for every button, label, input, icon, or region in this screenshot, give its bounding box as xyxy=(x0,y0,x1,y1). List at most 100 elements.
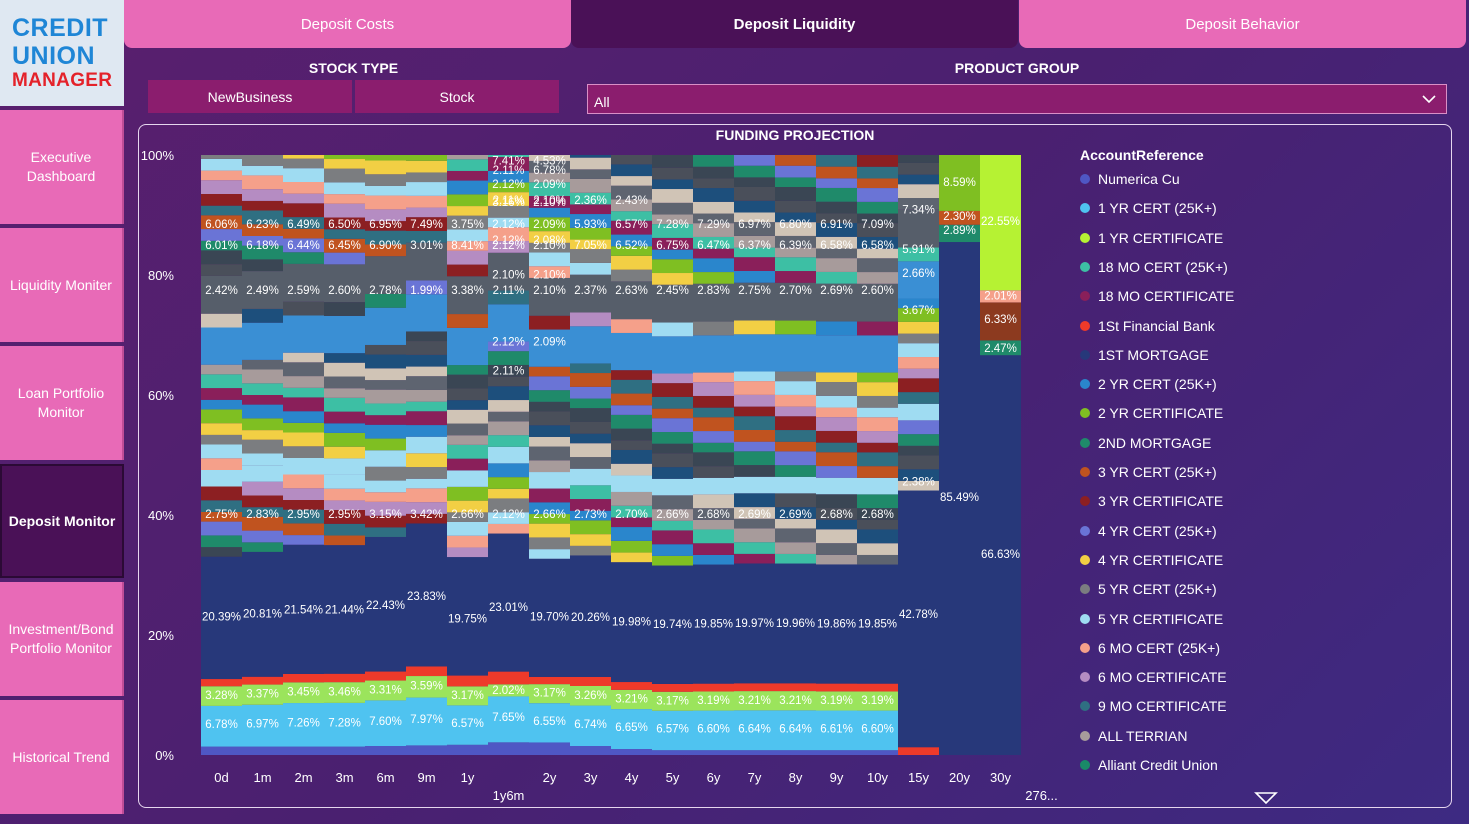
nav-item-loan-portfolio-monitor[interactable]: Loan Portfolio Monitor xyxy=(0,346,124,460)
bar-segment xyxy=(898,298,939,309)
legend-item[interactable]: 3 YR CERTIFICATE xyxy=(1080,493,1223,509)
data-label: 19.74% xyxy=(653,619,692,631)
bar-segment xyxy=(529,460,570,473)
bar-segment xyxy=(201,705,242,747)
x-tick-label: 1m xyxy=(253,770,271,785)
tab-deposit-liquidity[interactable]: Deposit Liquidity xyxy=(571,0,1018,48)
bar-segment xyxy=(816,691,857,711)
bar-segment xyxy=(816,335,857,373)
data-label: 21.54% xyxy=(284,604,323,616)
bar-segment xyxy=(775,441,816,452)
legend-item[interactable]: 5 YR CERTIFICATE xyxy=(1080,611,1223,627)
data-label: 2.01% xyxy=(984,290,1017,302)
bar-segment xyxy=(201,458,242,470)
legend-item[interactable]: 2ND MORTGAGE xyxy=(1080,435,1211,451)
bar-segment xyxy=(201,374,242,389)
tab-deposit-costs[interactable]: Deposit Costs xyxy=(124,0,571,48)
bar-segment xyxy=(447,250,488,265)
bar-segment xyxy=(816,452,857,467)
stock-type-newbusiness-button[interactable]: NewBusiness xyxy=(148,80,352,113)
bar-segment xyxy=(611,332,652,371)
bar-segment xyxy=(693,543,734,555)
bar-segment xyxy=(242,369,283,384)
bar-segment xyxy=(693,321,734,336)
legend-item[interactable]: 6 MO CERT (25K+) xyxy=(1080,640,1220,656)
data-label: 3.01% xyxy=(410,240,443,252)
bar-segment xyxy=(652,408,693,419)
nav-item-liquidity-moniter[interactable]: Liquidity Moniter xyxy=(0,228,124,342)
bar-segment xyxy=(324,510,365,524)
bar-segment xyxy=(488,386,529,401)
bar-segment xyxy=(857,508,898,520)
bar-segment xyxy=(365,403,406,416)
bar-segment xyxy=(201,205,242,216)
legend-item[interactable]: 1 YR CERT (25K+) xyxy=(1080,200,1217,216)
legend-item[interactable]: 18 MO CERT (25K+) xyxy=(1080,259,1228,275)
legend-label: 18 MO CERT (25K+) xyxy=(1098,258,1228,275)
legend-item[interactable]: Alliant Credit Union xyxy=(1080,757,1218,773)
bar-segment xyxy=(324,264,365,303)
bar-segment xyxy=(693,452,734,467)
legend-item[interactable]: 4 YR CERT (25K+) xyxy=(1080,523,1217,539)
bar-segment xyxy=(652,396,693,409)
bar-segment xyxy=(529,703,570,743)
bar-segment xyxy=(898,480,939,491)
bar-segment xyxy=(693,477,734,495)
bar-segment xyxy=(365,155,406,161)
data-label: 2.66% xyxy=(451,509,484,521)
legend-item[interactable]: 1St Financial Bank xyxy=(1080,318,1215,334)
bar-segment xyxy=(488,696,529,743)
legend-item[interactable]: 6 MO CERTIFICATE xyxy=(1080,669,1227,685)
bar-segment xyxy=(283,509,324,524)
data-label: 7.65% xyxy=(492,712,525,724)
bar-segment xyxy=(816,683,857,692)
data-label: 6.97% xyxy=(246,719,279,731)
legend-item[interactable]: 3 YR CERT (25K+) xyxy=(1080,464,1217,480)
data-label: 6.78% xyxy=(205,719,238,731)
bar-segment xyxy=(570,214,611,228)
data-label: 6.60% xyxy=(697,723,730,735)
nav-item-executive-dashboard[interactable]: Executive Dashboard xyxy=(0,110,124,224)
legend-item[interactable]: ALL TERRIAN xyxy=(1080,728,1187,744)
legend-item[interactable]: Numerica Cu xyxy=(1080,171,1180,187)
bar-segment xyxy=(283,500,324,510)
bar-segment xyxy=(898,198,939,210)
legend-item[interactable]: 18 MO CERTIFICATE xyxy=(1080,288,1234,304)
legend-item[interactable]: 5 YR CERT (25K+) xyxy=(1080,581,1217,597)
legend-item[interactable]: 9 MO CERTIFICATE xyxy=(1080,698,1227,714)
bar-segment xyxy=(857,543,898,555)
bar-segment xyxy=(406,182,447,196)
bar-segment xyxy=(652,189,693,203)
legend-dot xyxy=(1080,174,1090,184)
bar-segment xyxy=(734,553,775,564)
bar-segment xyxy=(324,155,365,160)
stock-type-stock-button[interactable]: Stock xyxy=(355,80,559,113)
bar-segment xyxy=(365,450,406,467)
bar-segment xyxy=(775,334,816,372)
data-label: 2.09% xyxy=(533,219,566,231)
data-label: 7.34% xyxy=(902,205,935,217)
data-label: 6.50% xyxy=(328,219,361,231)
nav-item-investment-bond-portfolio-monitor[interactable]: Investment/Bond Portfolio Monitor xyxy=(0,582,124,696)
nav-item-deposit-monitor[interactable]: Deposit Monitor xyxy=(0,464,124,578)
legend-item[interactable]: 2 YR CERTIFICATE xyxy=(1080,405,1223,421)
product-group-dropdown[interactable]: All xyxy=(587,84,1447,114)
bar-segment xyxy=(570,705,611,746)
bar-segment xyxy=(488,241,529,253)
bar-segment xyxy=(201,486,242,501)
bar-segment xyxy=(529,742,570,755)
bar-segment xyxy=(201,240,242,251)
data-label: 3.19% xyxy=(820,695,853,707)
legend-item[interactable]: 2 YR CERT (25K+) xyxy=(1080,376,1217,392)
bar-segment xyxy=(365,746,406,755)
bar-segment xyxy=(775,235,816,248)
bar-segment xyxy=(406,478,447,489)
legend-item[interactable]: 1 YR CERTIFICATE xyxy=(1080,230,1223,246)
legend-scroll-down-icon[interactable] xyxy=(1254,791,1278,805)
legend-item[interactable]: 4 YR CERTIFICATE xyxy=(1080,552,1223,568)
bar-segment xyxy=(365,527,406,537)
nav-item-historical-trend[interactable]: Historical Trend xyxy=(0,700,124,814)
legend-label: 2 YR CERT (25K+) xyxy=(1098,376,1217,393)
legend-item[interactable]: 1ST MORTGAGE xyxy=(1080,347,1209,363)
tab-deposit-behavior[interactable]: Deposit Behavior xyxy=(1019,0,1466,48)
